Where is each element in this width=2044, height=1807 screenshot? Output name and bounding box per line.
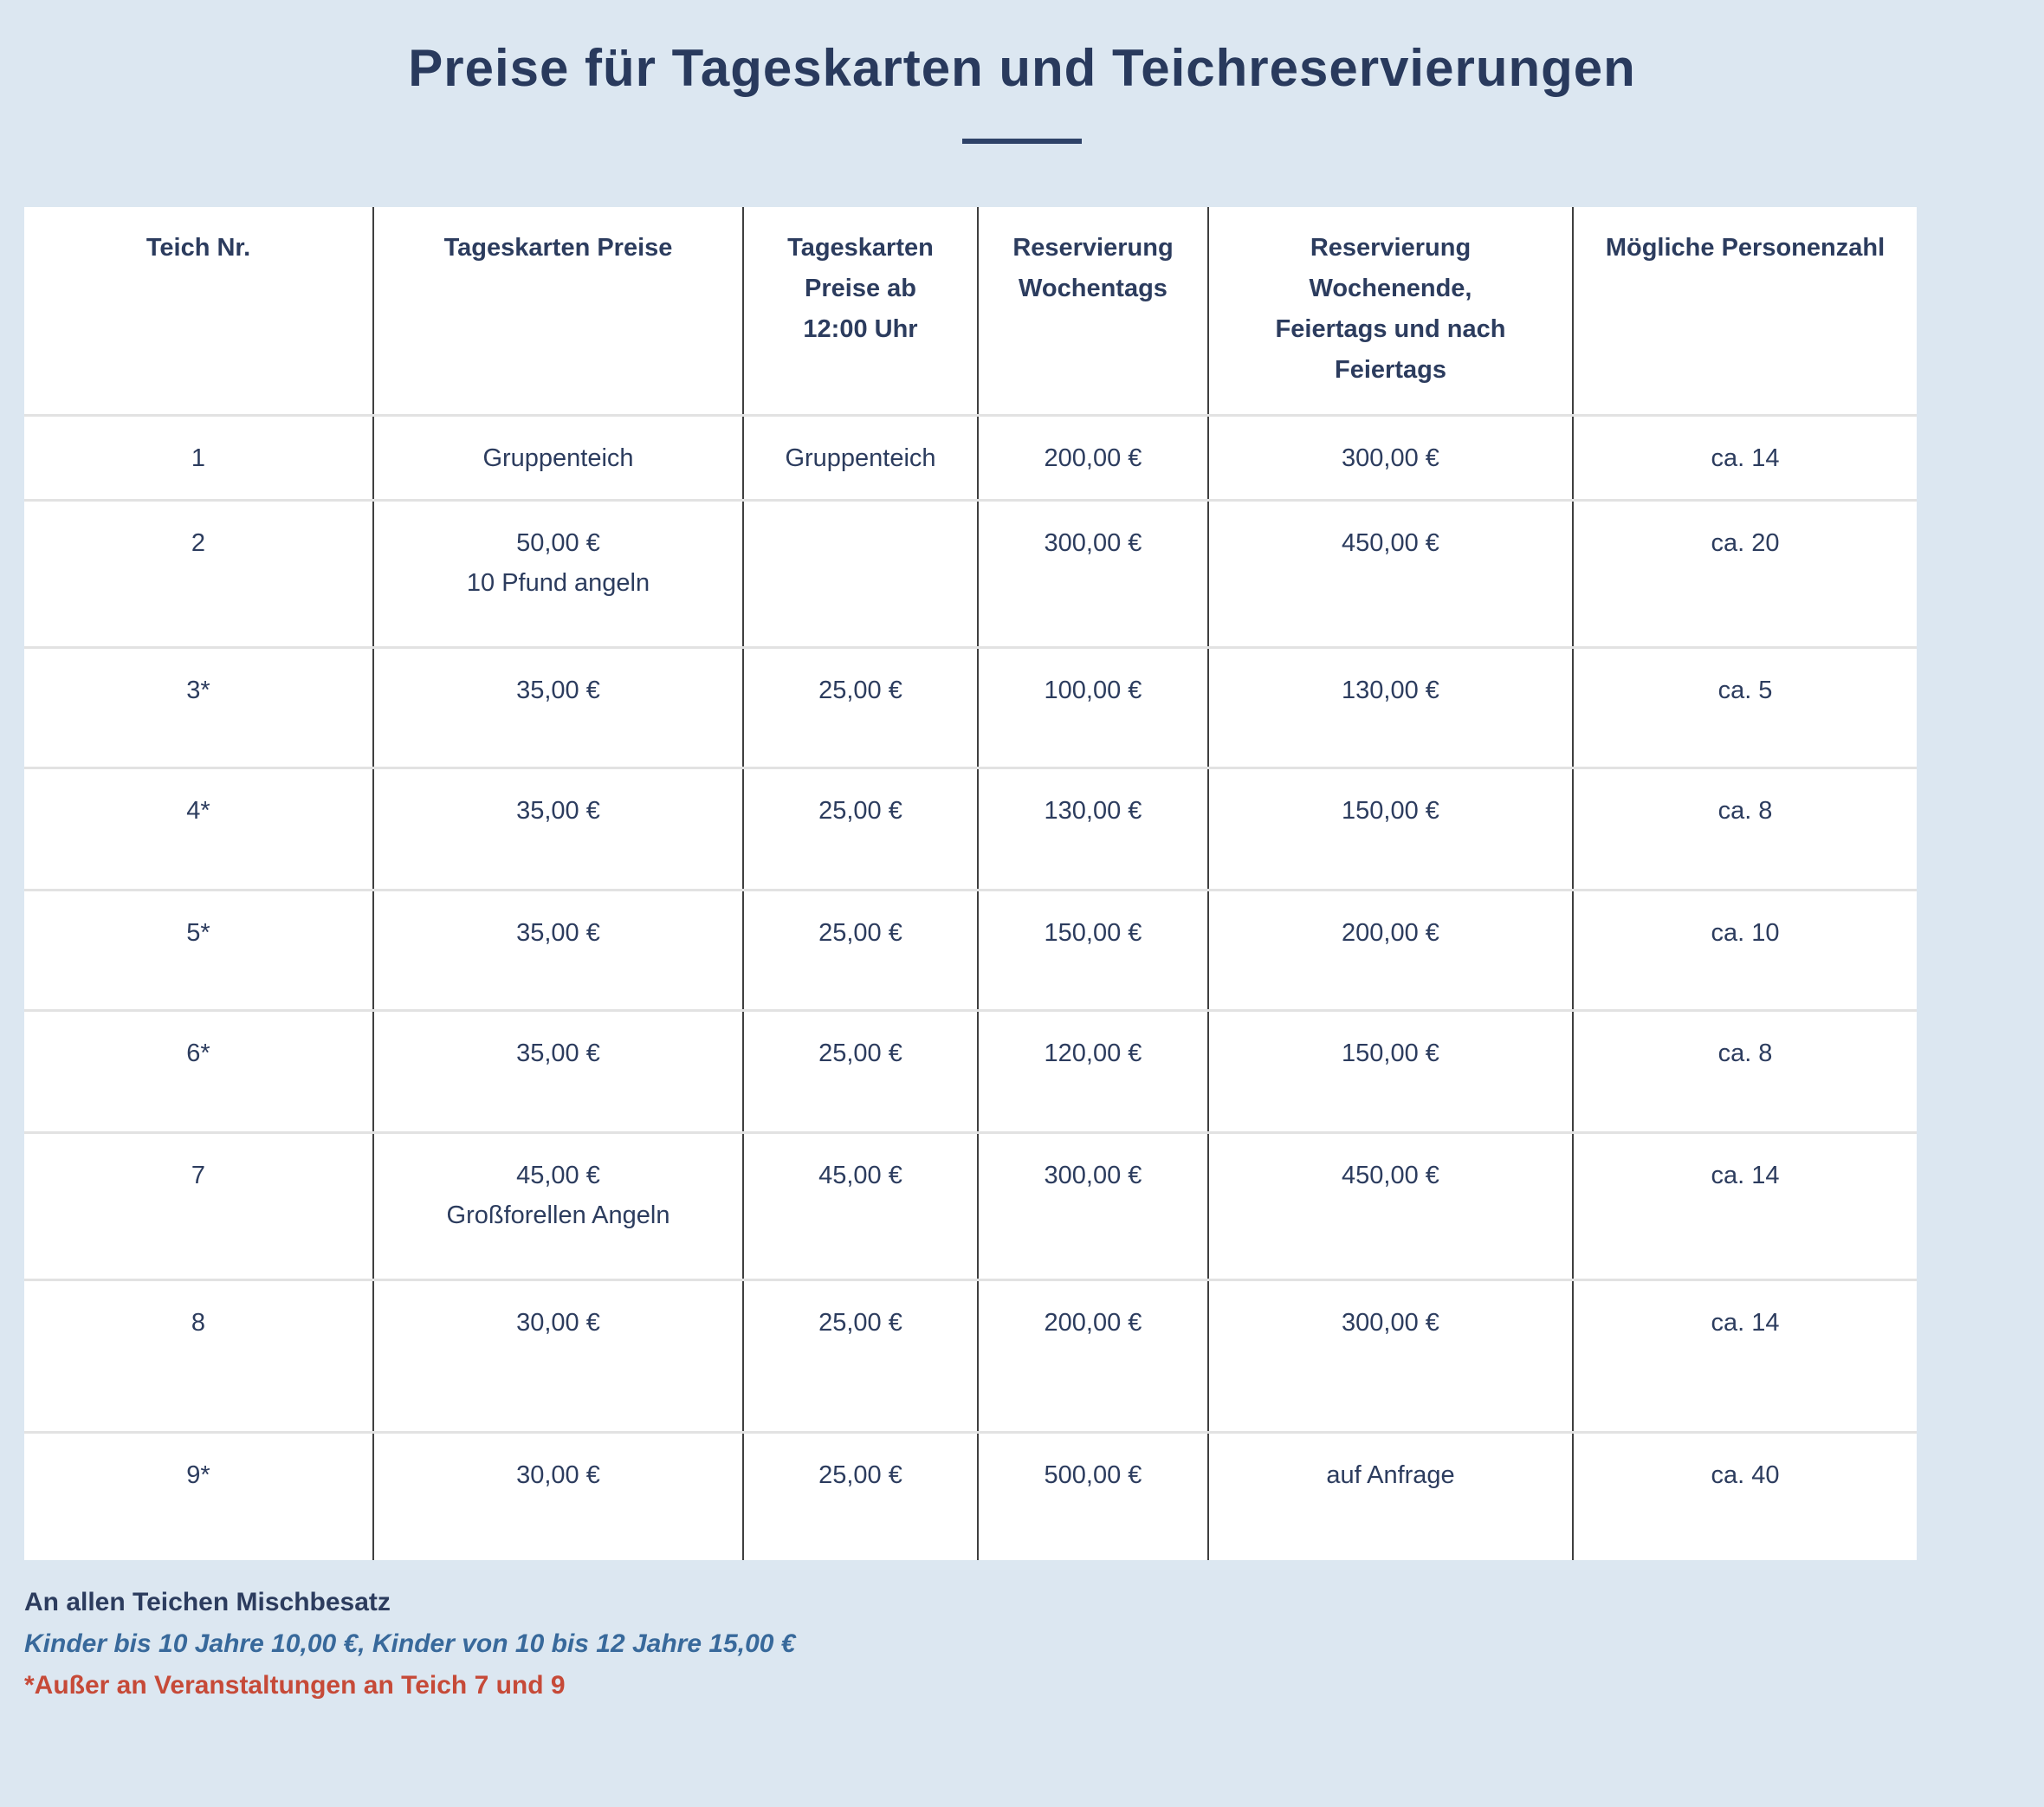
table-cell: 6* — [24, 1008, 374, 1132]
column-header-personenzahl: Mögliche Personenzahl — [1605, 234, 1886, 262]
table-cell: 25,00 € — [743, 766, 979, 890]
title-divider — [962, 139, 1082, 144]
table-cell: 5* — [24, 888, 374, 1010]
table-cell: 200,00 € — [978, 413, 1209, 500]
table-cell — [743, 498, 979, 647]
column-header-reservierung-wochentags: Reservierung Wochentags — [978, 207, 1209, 415]
table-cell: 25,00 € — [743, 1430, 979, 1560]
table-cell: 25,00 € — [743, 888, 979, 1010]
table-cell: ca. 5 — [1573, 645, 1917, 767]
table-cell: 50,00 € 10 Pfund angeln — [373, 498, 744, 647]
table-cell: 300,00 € — [1208, 413, 1574, 500]
table-cell: 130,00 € — [1208, 645, 1574, 767]
table-cell: 120,00 € — [978, 1008, 1209, 1132]
table-cell: 2 — [24, 498, 374, 647]
table-cell: ca. 40 — [1573, 1430, 1917, 1560]
table-cell: 200,00 € — [978, 1278, 1209, 1432]
table-cell: 35,00 € — [373, 645, 744, 767]
table-cell: 25,00 € — [743, 645, 979, 767]
table-row: 1 Gruppenteich Gruppenteich 200,00 €300,00 … — [24, 413, 1917, 500]
table-cell: 300,00 € — [1208, 1278, 1574, 1432]
table-cell: 4* — [24, 766, 374, 890]
table-cell: auf Anfrage — [1208, 1430, 1574, 1560]
table-cell: 3* — [24, 645, 374, 767]
table-cell: ca. 10 — [1573, 888, 1917, 1010]
table-cell: ca. 8 — [1573, 766, 1917, 890]
table-cell: 100,00 € — [978, 645, 1209, 767]
table-cell: 9* — [24, 1430, 374, 1560]
note-mischbesatz: An allen Teichen Mischbesatz — [24, 1588, 391, 1616]
page-title: Preise für Tageskarten und Teichreservie… — [408, 39, 1636, 97]
table-cell: 25,00 € — [743, 1008, 979, 1132]
table-cell: 300,00 € — [978, 1130, 1209, 1279]
column-header-tageskarten-preise: Tageskarten Preise — [373, 207, 744, 415]
table-row: 2 50,00 € 10 Pfund angeln 300,00 €450,00 €… — [24, 498, 1917, 647]
table-cell: 35,00 € — [373, 888, 744, 1010]
table-cell: 45,00 € — [743, 1130, 979, 1279]
table-cell: Gruppenteich — [743, 413, 979, 500]
pricing-table: Teich Nr. Tageskarten Preise Tageskarten… — [24, 207, 1917, 1560]
table-cell: 25,00 € — [743, 1278, 979, 1432]
note-kinderpreise: Kinder bis 10 Jahre 10,00 €, Kinder von … — [24, 1629, 796, 1658]
note-veranstaltungen: *Außer an Veranstaltungen an Teich 7 und… — [24, 1671, 566, 1700]
table-cell: 8 — [24, 1278, 374, 1432]
table-cell: 30,00 € — [373, 1430, 744, 1560]
footnotes: An allen Teichen Mischbesatz Kinder bis … — [24, 1582, 2044, 1707]
table-cell: 1 — [24, 413, 374, 500]
table-cell: Gruppenteich — [373, 413, 744, 500]
table-cell: ca. 14 — [1573, 413, 1917, 500]
table-row: 6* 35,00 €25,00 €120,00 €150,00 € ca. 8 — [24, 1008, 1917, 1132]
table-cell: 35,00 € — [373, 766, 744, 890]
table-cell: 200,00 € — [1208, 888, 1574, 1010]
table-cell: ca. 20 — [1573, 498, 1917, 647]
header-row: Teich Nr. Tageskarten Preise Tageskarten… — [24, 207, 1917, 415]
table-header: Teich Nr. Tageskarten Preise Tageskarten… — [24, 207, 1917, 415]
table-cell: 130,00 € — [978, 766, 1209, 890]
table-cell: 150,00 € — [1208, 1008, 1574, 1132]
table-cell: ca. 8 — [1573, 1008, 1917, 1132]
table-cell: ca. 14 — [1573, 1130, 1917, 1279]
table-cell: 7 — [24, 1130, 374, 1279]
table-cell: 150,00 € — [1208, 766, 1574, 890]
table-cell: 150,00 € — [978, 888, 1209, 1010]
table-cell: 35,00 € — [373, 1008, 744, 1132]
table-body: 1 Gruppenteich Gruppenteich 200,00 €300,00 … — [24, 413, 1917, 1560]
table-cell: 30,00 € — [373, 1278, 744, 1432]
table-cell: 450,00 € — [1208, 1130, 1574, 1279]
column-header-preise-ab-12-uhr: Tageskarten Preise ab 12:00 Uhr — [743, 207, 979, 415]
table-row: 3* 35,00 €25,00 €100,00 €130,00 € ca. 5 — [24, 645, 1917, 767]
table-cell: 45,00 € Großforellen Angeln — [373, 1130, 744, 1279]
table-cell: 300,00 € — [978, 498, 1209, 647]
table-cell: ca. 14 — [1573, 1278, 1917, 1432]
table-row: 7 45,00 € Großforellen Angeln 45,00 €300,0… — [24, 1130, 1917, 1279]
table-cell: 450,00 € — [1208, 498, 1574, 647]
table-row: 5* 35,00 €25,00 €150,00 €200,00 € ca. 10 — [24, 888, 1917, 1010]
table-row: 4* 35,00 €25,00 €130,00 €150,00 € ca. 8 — [24, 766, 1917, 890]
column-header-reservierung-wochenende: Reservierung Wochenende, Feiertags und n… — [1208, 207, 1574, 415]
column-header-teich-nr: Teich Nr. — [24, 207, 374, 415]
pricing-table-container: Teich Nr. Tageskarten Preise Tageskarten… — [24, 207, 1917, 1560]
table-row: 8 30,00 €25,00 €200,00 €300,00 € ca. 14 — [24, 1278, 1917, 1432]
table-cell: 500,00 € — [978, 1430, 1209, 1560]
table-row: 9* 30,00 €25,00 €500,00 € auf Anfrage ca. 4… — [24, 1430, 1917, 1560]
